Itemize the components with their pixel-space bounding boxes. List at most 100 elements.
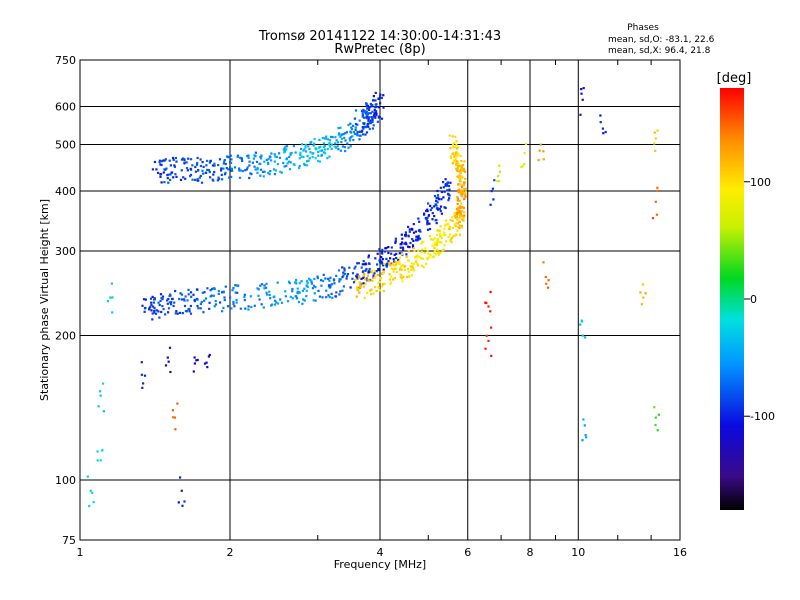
data-point — [314, 299, 317, 302]
data-point — [166, 174, 169, 177]
data-point — [459, 171, 462, 174]
data-point — [298, 282, 301, 285]
data-point — [459, 180, 462, 183]
data-point — [190, 158, 193, 161]
data-point — [447, 235, 450, 238]
colorbar — [720, 88, 744, 510]
data-point — [96, 459, 99, 462]
data-point — [254, 168, 257, 171]
data-point — [224, 171, 227, 174]
data-point — [151, 295, 154, 298]
data-point — [433, 215, 436, 218]
data-point — [358, 276, 361, 280]
data-point — [437, 208, 440, 211]
data-point — [371, 127, 374, 130]
data-point — [394, 267, 397, 270]
data-point — [542, 158, 545, 161]
data-point — [408, 228, 411, 231]
data-point — [383, 250, 387, 253]
data-point — [440, 190, 443, 194]
data-point — [452, 152, 455, 155]
data-point — [438, 251, 441, 254]
data-point — [183, 299, 186, 302]
data-point — [295, 295, 298, 298]
data-point — [305, 164, 308, 167]
data-point — [381, 252, 384, 255]
data-point — [417, 217, 420, 220]
data-point — [213, 162, 216, 165]
data-point — [581, 334, 584, 337]
data-point — [327, 284, 331, 287]
data-point — [208, 170, 211, 174]
chart-subtitle: RwPretec (8p) — [334, 42, 425, 57]
data-point — [382, 106, 385, 109]
data-point — [338, 280, 341, 283]
data-point — [461, 186, 464, 189]
data-point — [367, 256, 370, 259]
data-point — [443, 233, 447, 237]
y-tick-label: 300 — [55, 245, 76, 258]
data-point — [203, 299, 206, 302]
data-point — [296, 287, 299, 290]
data-point — [402, 248, 405, 251]
data-point — [244, 169, 247, 172]
data-point — [169, 173, 172, 176]
data-point — [197, 179, 200, 182]
data-point — [179, 476, 182, 479]
data-point — [308, 277, 311, 280]
data-point — [192, 370, 195, 373]
data-point — [205, 164, 208, 167]
data-point — [358, 281, 361, 284]
data-point — [260, 157, 263, 160]
data-point — [445, 219, 448, 222]
data-point — [653, 406, 656, 409]
data-point — [310, 140, 313, 144]
data-point — [401, 252, 404, 255]
data-point — [394, 240, 397, 243]
data-point — [249, 172, 252, 175]
data-point — [159, 293, 163, 296]
data-point — [547, 279, 550, 282]
data-point — [201, 169, 204, 172]
data-point — [392, 270, 395, 273]
data-point — [207, 355, 210, 358]
data-point — [283, 150, 286, 153]
data-point — [426, 216, 429, 219]
data-point — [248, 164, 251, 167]
data-point — [357, 262, 360, 265]
data-point — [223, 160, 226, 163]
data-point — [342, 133, 345, 136]
data-point — [428, 222, 431, 225]
data-point — [329, 145, 332, 148]
data-point — [456, 225, 459, 229]
data-point — [393, 264, 397, 267]
data-point — [235, 301, 238, 304]
data-point — [253, 165, 256, 168]
data-point — [356, 277, 359, 280]
data-point — [164, 168, 167, 171]
data-point — [417, 229, 420, 232]
data-point — [422, 257, 425, 260]
data-point — [296, 291, 299, 294]
data-point — [326, 147, 329, 151]
data-point — [372, 99, 375, 102]
data-point — [409, 265, 412, 268]
data-point — [258, 298, 261, 301]
data-point — [195, 163, 199, 166]
data-point — [354, 109, 358, 112]
data-point — [182, 298, 186, 301]
data-point — [321, 296, 324, 299]
data-point — [341, 276, 344, 279]
data-point — [150, 304, 153, 307]
data-point — [449, 147, 452, 150]
data-point — [427, 252, 430, 255]
data-point — [320, 279, 323, 282]
data-point — [461, 226, 464, 229]
data-point — [303, 299, 306, 302]
data-point — [426, 219, 429, 223]
data-point — [393, 253, 396, 256]
data-point — [331, 136, 334, 139]
data-point — [378, 281, 381, 284]
data-point — [390, 246, 393, 249]
data-point — [189, 173, 193, 176]
